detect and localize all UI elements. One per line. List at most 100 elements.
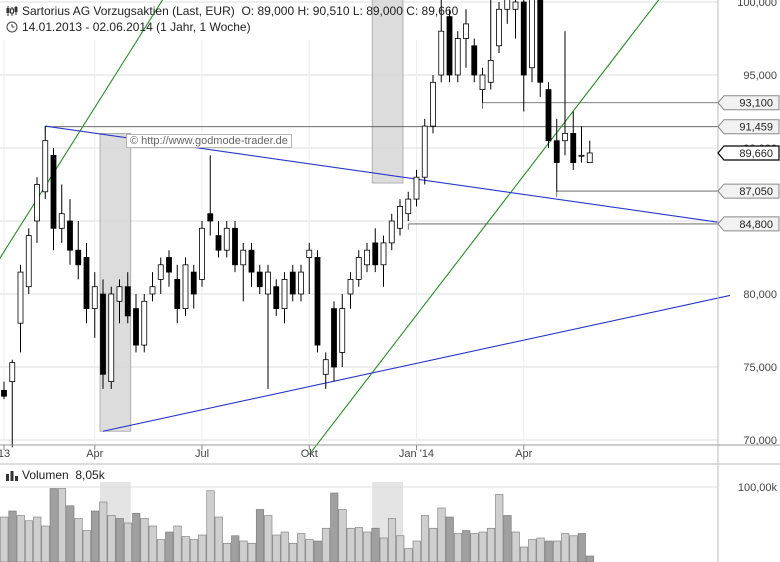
candle-body [380,242,387,266]
candle [124,272,131,324]
volume-bar [247,542,256,562]
x-axis: 13 Apr Jul Okt Jan '14 Apr [0,444,780,460]
candle [289,264,296,302]
candle [430,75,436,134]
candle [75,221,82,280]
price-tag-box [717,145,780,161]
volume-bar [140,518,149,562]
volume-bar [511,531,520,562]
candle [100,279,106,389]
volume-bar [404,548,413,562]
candle-body [586,152,593,164]
volume-bar [41,525,50,562]
volume-bar [90,510,100,562]
candle-body [438,30,445,76]
volume-bar [577,533,586,562]
candle-body [67,220,73,251]
volume-bar [478,531,487,562]
volume-bar [132,512,141,562]
trendline [308,0,660,455]
candle [537,0,544,97]
candle-body [331,308,337,368]
volume-bar [82,530,91,562]
candle-body [421,125,428,178]
candle-body [306,249,313,258]
candle-body [405,198,412,215]
candle [9,359,16,448]
x-tick-label: Jul [195,448,209,460]
volume-label: Volumen 8,05k [6,468,105,482]
chart-title: Sartorius AG Vorzugsaktien (Last, EUR) [22,4,235,18]
candle-body [75,249,82,266]
candle-body [446,16,453,76]
volume-value: 8,05k [75,468,105,482]
candle [372,228,379,273]
volume-bar [453,533,463,562]
candle [438,0,445,83]
candle [388,213,395,251]
price-tag-label: 91,459 [739,122,773,134]
volume-bar [330,492,339,562]
y-axis: 70,00075,00080,00085,00090,00095,000100,… [717,0,777,562]
candle [265,264,271,389]
candle [141,294,148,353]
candle [322,352,329,389]
candle-body [454,38,461,76]
price-level-lines [44,102,718,230]
candle [248,242,255,287]
candle-body [42,140,49,193]
price-tag-box [717,216,780,232]
volume-bar [264,515,273,562]
volume-bar [123,522,133,562]
candle [520,0,527,112]
volume-bar [412,540,421,562]
candle [512,0,519,39]
candle-body [504,0,511,10]
candle [347,272,354,309]
candle [174,264,181,324]
x-tick-label: Apr [86,448,103,460]
volume-bar [313,540,322,562]
candle [529,0,535,83]
x-tick-label: 13 [0,448,10,460]
x-tick-label: Jan '14 [399,448,434,460]
volume-bar [189,539,199,562]
volume-bar [544,540,553,562]
volume-bar [173,525,182,562]
volume-bar [206,490,215,562]
candle [446,9,453,83]
candle [232,221,238,273]
volume-bar [519,546,529,562]
volume-bar [8,510,17,562]
candle-body [339,308,346,353]
candle-body [240,249,247,266]
volume-bar [552,540,562,562]
y-tick-label: 100,000 [737,0,777,9]
candle-body [133,308,139,346]
candle-body [364,249,370,266]
candle [182,257,189,316]
volume-bar [321,527,331,562]
candle-body [149,286,156,295]
price-tag-label: 93,100 [739,98,773,110]
candle [34,177,40,243]
candle [586,140,593,164]
volume-bar [222,542,232,562]
candle-body [1,389,7,397]
volume-bar [57,488,67,562]
candle-body [116,286,123,302]
volume-bar [156,539,166,562]
candle-body [265,271,271,295]
candle [298,264,304,302]
candle [487,0,494,90]
candle-body [372,242,379,266]
candle-body [322,359,329,375]
candle [479,67,486,103]
candle-body [232,227,238,266]
highlight-range [371,0,404,184]
candle-body [157,264,164,280]
volume-bar [66,505,75,562]
candle-body [199,227,205,280]
x-tick-label: Okt [301,448,318,460]
candle [223,221,230,258]
